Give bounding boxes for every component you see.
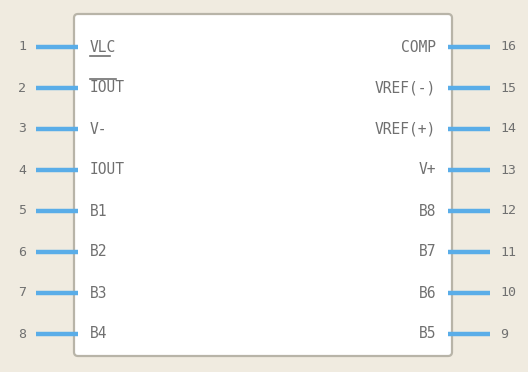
Text: B1: B1 bbox=[90, 203, 108, 218]
Text: 15: 15 bbox=[500, 81, 516, 94]
Text: B6: B6 bbox=[419, 285, 436, 301]
Text: VREF(+): VREF(+) bbox=[375, 122, 436, 137]
Text: 14: 14 bbox=[500, 122, 516, 135]
Text: 4: 4 bbox=[18, 164, 26, 176]
Text: 5: 5 bbox=[18, 205, 26, 218]
Text: B8: B8 bbox=[419, 203, 436, 218]
Text: IOUT: IOUT bbox=[90, 163, 125, 177]
Text: B7: B7 bbox=[419, 244, 436, 260]
Text: IOUT: IOUT bbox=[90, 80, 125, 96]
Text: 7: 7 bbox=[18, 286, 26, 299]
Text: 10: 10 bbox=[500, 286, 516, 299]
Text: 3: 3 bbox=[18, 122, 26, 135]
Text: VREF(-): VREF(-) bbox=[375, 80, 436, 96]
Text: 11: 11 bbox=[500, 246, 516, 259]
Text: 9: 9 bbox=[500, 327, 508, 340]
Text: 13: 13 bbox=[500, 164, 516, 176]
FancyBboxPatch shape bbox=[74, 14, 452, 356]
Text: B4: B4 bbox=[90, 327, 108, 341]
Text: 1: 1 bbox=[18, 41, 26, 54]
Text: B2: B2 bbox=[90, 244, 108, 260]
Text: VLC: VLC bbox=[90, 39, 116, 55]
Text: 2: 2 bbox=[18, 81, 26, 94]
Text: B3: B3 bbox=[90, 285, 108, 301]
Text: 16: 16 bbox=[500, 41, 516, 54]
Text: V+: V+ bbox=[419, 163, 436, 177]
Text: 12: 12 bbox=[500, 205, 516, 218]
Text: COMP: COMP bbox=[401, 39, 436, 55]
Text: B5: B5 bbox=[419, 327, 436, 341]
Text: V-: V- bbox=[90, 122, 108, 137]
Text: 8: 8 bbox=[18, 327, 26, 340]
Text: 6: 6 bbox=[18, 246, 26, 259]
